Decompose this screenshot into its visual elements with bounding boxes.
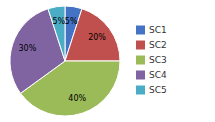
data-label: 30% (18, 44, 36, 53)
legend-label: SC1 (149, 25, 167, 35)
data-label: 40% (68, 94, 86, 103)
legend-label: SC5 (149, 85, 167, 95)
pie-slice (48, 6, 65, 61)
pie-slice (65, 9, 120, 61)
legend-item: SC1 (136, 25, 167, 35)
legend-swatch (136, 41, 145, 50)
legend-label: SC4 (149, 70, 167, 80)
chart-container: 5% 20% 40% 30% 5% SC1 SC2 SC3 SC4 SC5 (0, 0, 215, 122)
pie-slice (10, 9, 65, 94)
legend-item: SC4 (136, 70, 167, 80)
legend-label: SC3 (149, 55, 167, 65)
data-label: 5% (65, 17, 78, 26)
legend-swatch (136, 86, 145, 95)
legend-label: SC2 (149, 40, 167, 50)
data-labels: 5% 20% 40% 30% 5% (18, 17, 106, 103)
data-label: 20% (88, 33, 106, 42)
legend-item: SC5 (136, 85, 167, 95)
legend-swatch (136, 71, 145, 80)
data-label: 5% (52, 17, 65, 26)
pie (10, 6, 120, 116)
legend-item: SC2 (136, 40, 167, 50)
legend-item: SC3 (136, 55, 167, 65)
legend-swatch (136, 56, 145, 65)
chart: 5% 20% 40% 30% 5% SC1 SC2 SC3 SC4 SC5 (0, 0, 215, 122)
legend: SC1 SC2 SC3 SC4 SC5 (136, 25, 167, 95)
legend-swatch (136, 26, 145, 35)
